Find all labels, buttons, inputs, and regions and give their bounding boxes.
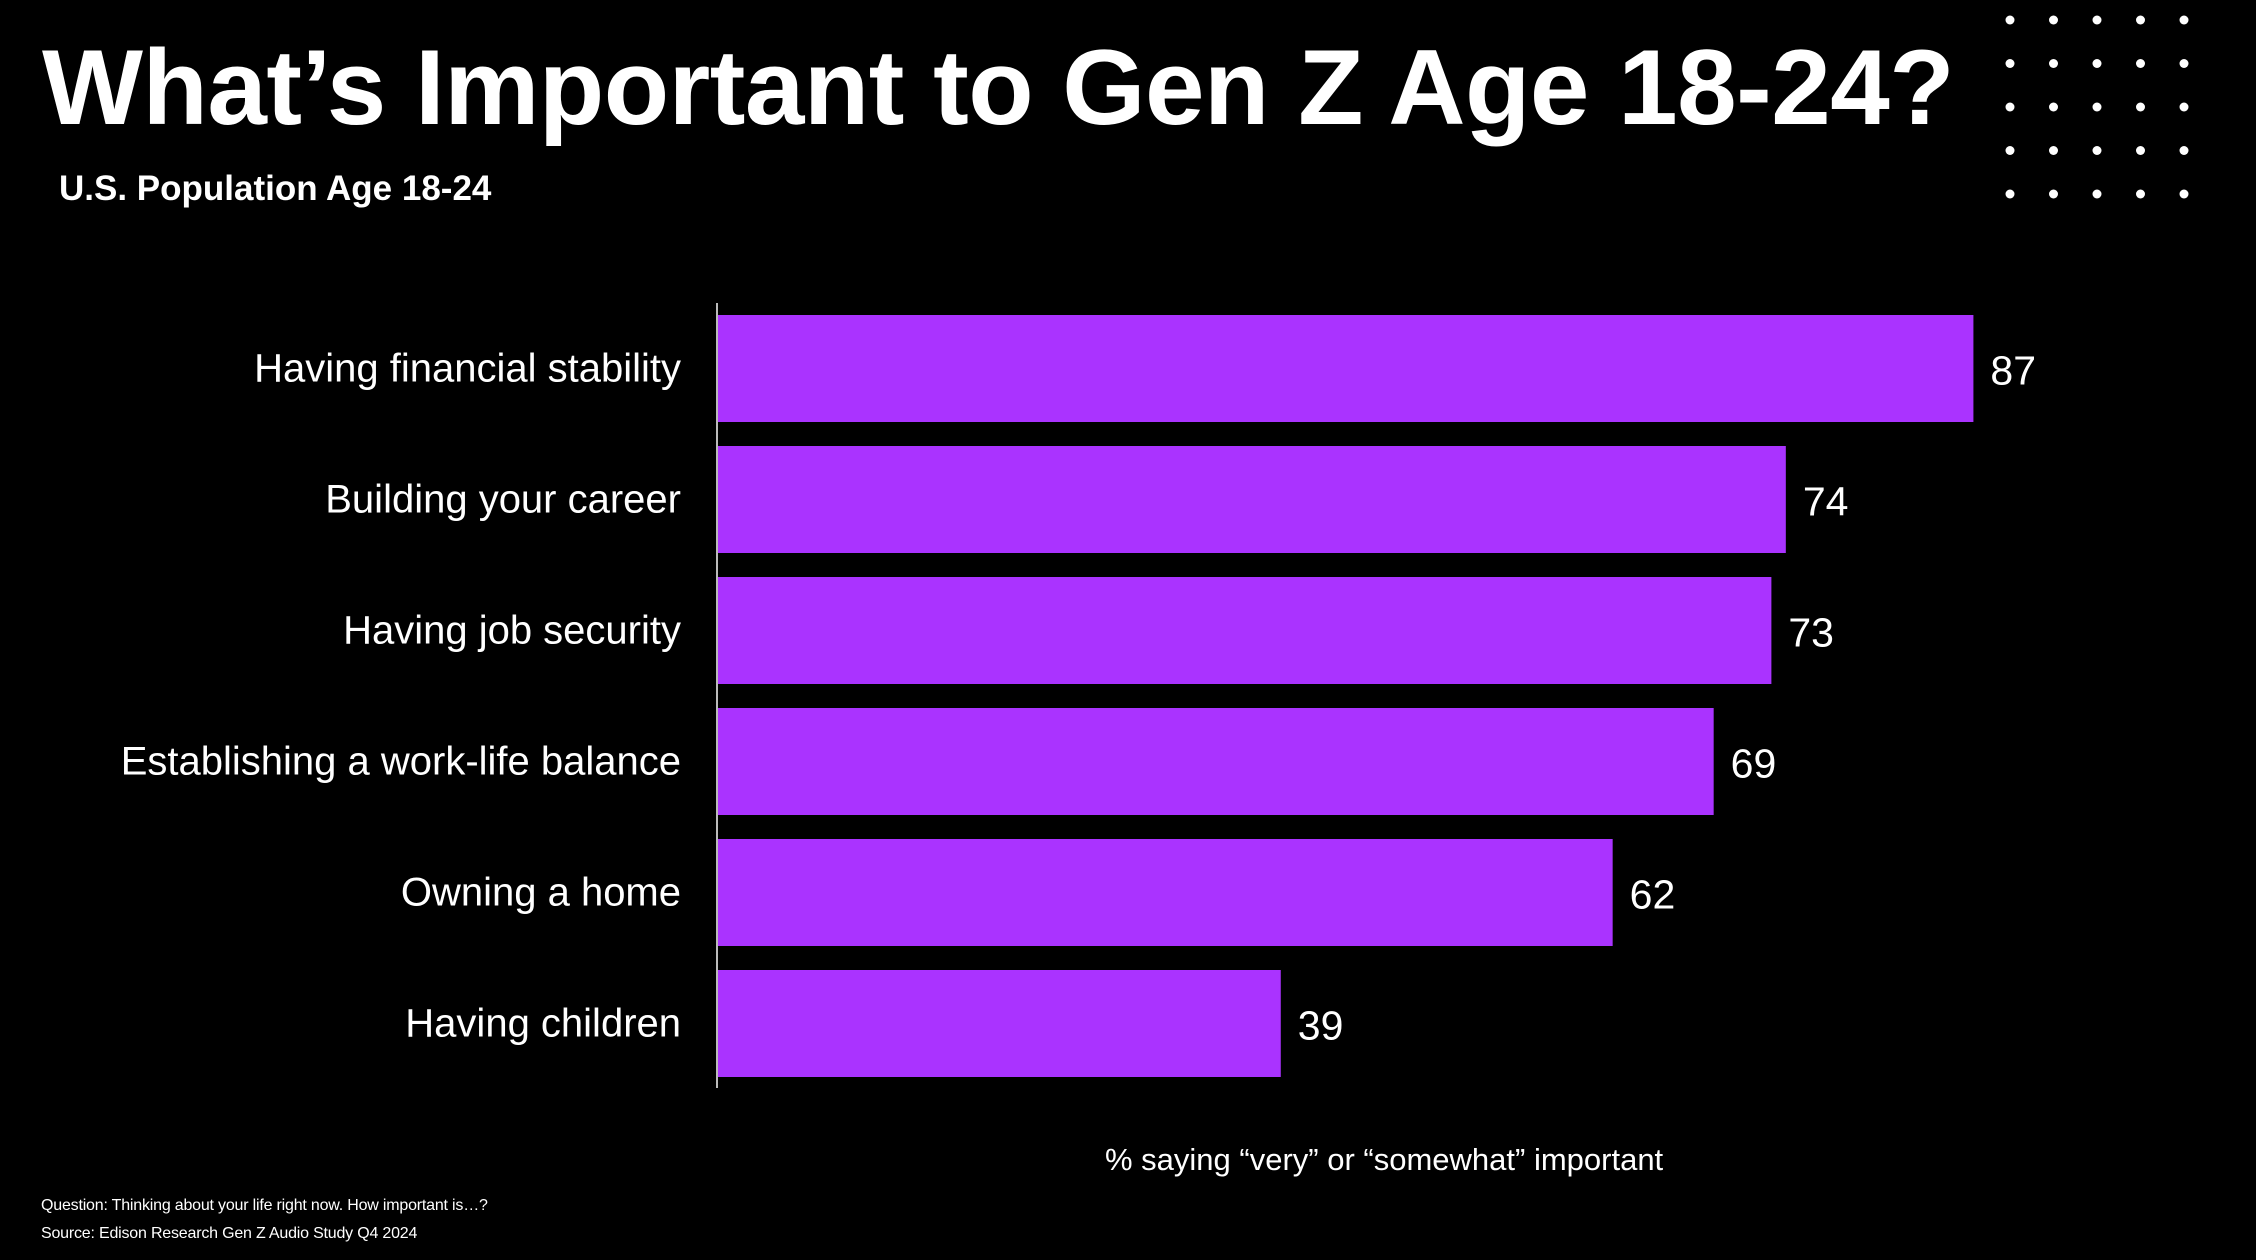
decorative-dot	[2049, 102, 2058, 112]
category-label: Having children	[405, 1002, 681, 1046]
decorative-dot	[2136, 15, 2145, 25]
decorative-dot	[2092, 102, 2102, 112]
decorative-dot	[2179, 146, 2189, 155]
page-title: What’s Important to Gen Z Age 18-24?	[42, 27, 1955, 147]
decorative-dot	[2005, 189, 2015, 199]
data-label: 69	[1731, 741, 1777, 787]
decorative-dot	[2179, 189, 2189, 199]
decorative-dot	[2179, 15, 2189, 25]
decorative-dot	[2005, 15, 2015, 25]
decorative-dot	[2136, 189, 2145, 199]
decorative-dot	[2136, 102, 2145, 112]
decorative-dot	[2092, 15, 2102, 25]
decorative-dot	[2092, 189, 2102, 199]
data-label: 62	[1630, 872, 1676, 918]
decorative-dot	[2092, 146, 2102, 155]
decorative-dot	[2005, 146, 2015, 155]
category-label: Establishing a work-life balance	[121, 740, 681, 784]
bar	[718, 708, 1714, 815]
decorative-dot	[2049, 15, 2058, 25]
decorative-dot	[2049, 146, 2058, 155]
decorative-dot	[2136, 146, 2145, 155]
decorative-dot	[2136, 59, 2145, 68]
category-label: Having financial stability	[254, 347, 681, 391]
bar	[718, 315, 1974, 422]
decorative-dot-grid	[2005, 15, 2189, 199]
category-label: Owning a home	[401, 871, 681, 915]
data-label: 74	[1803, 479, 1849, 525]
category-label: Building your career	[325, 478, 681, 522]
decorative-dot	[2179, 59, 2189, 68]
decorative-dot	[2179, 102, 2189, 112]
question-footnote: Question: Thinking about your life right…	[41, 1197, 488, 1214]
bar	[718, 446, 1786, 553]
decorative-dot	[2092, 59, 2102, 68]
decorative-dot	[2049, 189, 2058, 199]
data-label: 73	[1788, 610, 1834, 656]
bar	[718, 577, 1772, 684]
decorative-dot	[2049, 59, 2058, 68]
page-subtitle: U.S. Population Age 18-24	[59, 169, 492, 208]
bar	[718, 970, 1281, 1077]
decorative-dot	[2005, 102, 2015, 112]
source-footnote: Source: Edison Research Gen Z Audio Stud…	[41, 1225, 418, 1242]
category-label: Having job security	[343, 609, 681, 653]
bar	[718, 839, 1613, 946]
data-label: 39	[1298, 1003, 1344, 1049]
x-axis-label: % saying “very” or “somewhat” important	[1105, 1142, 1664, 1177]
decorative-dot	[2005, 59, 2015, 68]
data-label: 87	[1990, 348, 2036, 394]
